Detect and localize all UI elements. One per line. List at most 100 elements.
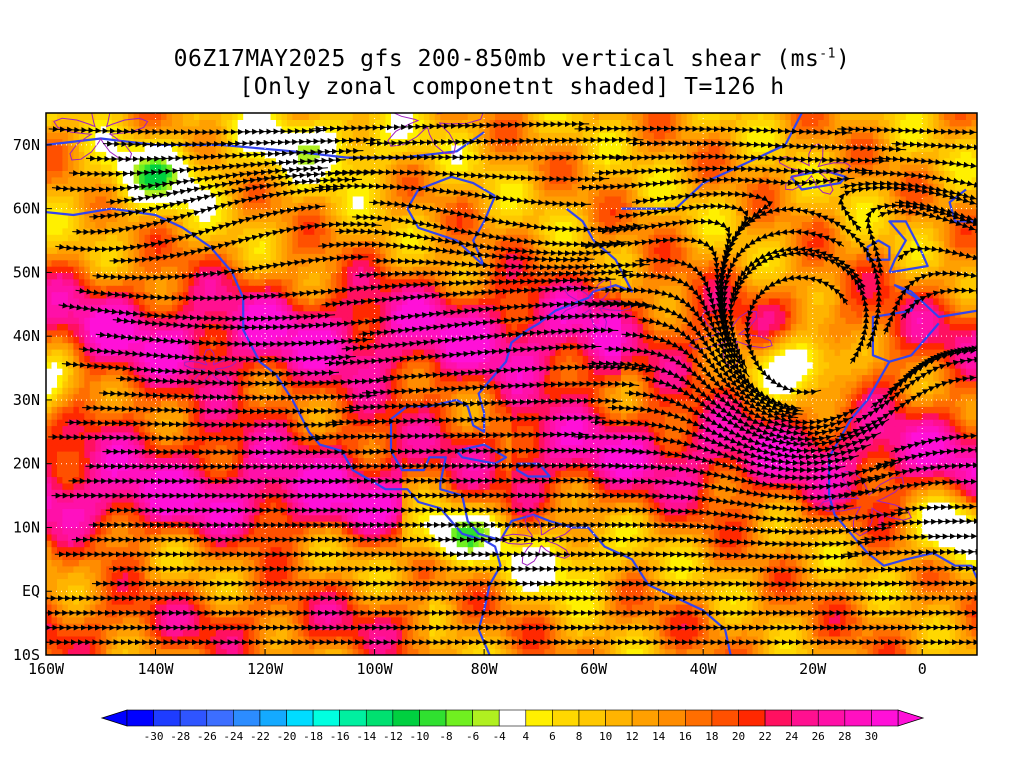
shear-cell bbox=[544, 610, 551, 618]
shear-cell bbox=[325, 508, 332, 516]
shear-cell bbox=[199, 470, 206, 478]
shear-cell bbox=[292, 604, 299, 611]
shear-cell bbox=[78, 584, 85, 592]
shear-cell bbox=[330, 604, 337, 611]
shear-cell bbox=[872, 642, 879, 650]
shear-cell bbox=[265, 559, 272, 567]
shear-cell bbox=[648, 502, 655, 509]
shear-cell bbox=[128, 623, 135, 631]
shear-cell bbox=[533, 584, 540, 592]
shear-cell bbox=[752, 470, 759, 478]
shear-cell bbox=[385, 642, 392, 650]
shear-cell bbox=[330, 482, 337, 490]
shear-cell bbox=[177, 463, 184, 471]
shear-cell bbox=[582, 482, 589, 490]
shear-cell bbox=[402, 610, 409, 618]
shear-cell bbox=[878, 629, 885, 637]
shear-cell bbox=[155, 572, 162, 580]
shear-cell bbox=[297, 470, 304, 478]
shear-cell bbox=[248, 616, 255, 624]
shear-cell bbox=[144, 489, 151, 497]
shear-cell bbox=[632, 546, 639, 554]
shear-cell bbox=[905, 648, 912, 655]
shear-cell bbox=[67, 642, 74, 650]
shear-cell bbox=[730, 623, 737, 631]
shear-cell bbox=[960, 476, 967, 484]
shear-cell bbox=[161, 482, 168, 490]
shear-cell bbox=[900, 597, 907, 605]
shear-cell bbox=[774, 616, 781, 624]
shear-cell bbox=[73, 502, 80, 509]
shear-cell bbox=[402, 572, 409, 580]
shear-cell bbox=[287, 623, 294, 631]
shear-cell bbox=[84, 495, 91, 503]
shear-cell bbox=[128, 502, 135, 509]
shear-cell bbox=[670, 482, 677, 490]
shear-cell bbox=[522, 616, 529, 624]
shear-cell bbox=[297, 623, 304, 631]
shear-cell bbox=[407, 578, 414, 586]
shear-cell bbox=[599, 584, 606, 592]
shear-cell bbox=[226, 463, 233, 471]
shear-cell bbox=[659, 546, 666, 554]
shear-cell bbox=[128, 527, 135, 535]
shear-cell bbox=[182, 489, 189, 497]
shear-cell bbox=[303, 629, 310, 637]
shear-cell bbox=[741, 616, 748, 624]
shear-cell bbox=[971, 642, 977, 650]
shear-cell bbox=[692, 489, 699, 497]
shear-cell bbox=[966, 591, 973, 599]
shear-cell bbox=[237, 623, 244, 631]
shear-cell bbox=[659, 470, 666, 478]
shear-cell bbox=[747, 533, 754, 541]
shear-cell bbox=[862, 616, 869, 624]
shear-cell bbox=[938, 578, 945, 586]
shear-cell bbox=[506, 604, 513, 611]
shear-cell bbox=[708, 629, 715, 637]
shear-cell bbox=[248, 482, 255, 490]
shear-cell bbox=[522, 591, 529, 599]
shear-cell bbox=[330, 514, 337, 522]
shear-cell bbox=[215, 642, 222, 650]
shear-cell bbox=[621, 616, 628, 624]
shear-cell bbox=[506, 642, 513, 650]
shear-cell bbox=[593, 508, 600, 516]
shear-cell bbox=[933, 559, 940, 567]
shear-cell bbox=[254, 540, 261, 548]
shear-cell bbox=[555, 578, 562, 586]
shear-cell bbox=[812, 642, 819, 650]
shear-cell bbox=[385, 540, 392, 548]
shear-cell bbox=[303, 578, 310, 586]
shear-cell bbox=[883, 616, 890, 624]
shear-cell bbox=[67, 578, 74, 586]
shear-cell bbox=[566, 482, 573, 490]
shear-cell bbox=[911, 610, 918, 618]
shear-cell bbox=[423, 470, 430, 478]
shear-cell bbox=[779, 591, 786, 599]
shear-cell bbox=[128, 610, 135, 618]
shear-cell bbox=[243, 616, 250, 624]
shear-cell bbox=[188, 610, 195, 618]
shear-cell bbox=[199, 508, 206, 516]
shear-cell bbox=[139, 540, 146, 548]
shear-cell bbox=[730, 482, 737, 490]
shear-cell bbox=[319, 470, 326, 478]
shear-cell bbox=[517, 508, 524, 516]
shear-cell bbox=[193, 508, 200, 516]
shear-cell bbox=[790, 514, 797, 522]
shear-cell bbox=[966, 476, 973, 484]
shear-cell bbox=[517, 502, 524, 509]
shear-cell bbox=[117, 470, 124, 478]
shear-cell bbox=[517, 559, 524, 567]
shear-cell bbox=[62, 508, 69, 516]
shear-cell bbox=[610, 629, 617, 637]
shear-cell bbox=[741, 508, 748, 516]
shear-cell bbox=[122, 591, 129, 599]
shear-cell bbox=[172, 578, 179, 586]
shear-cell bbox=[46, 604, 53, 611]
shear-cell bbox=[62, 565, 69, 573]
shear-cell bbox=[588, 514, 595, 522]
shear-cell bbox=[484, 616, 491, 624]
shear-cell bbox=[380, 476, 387, 484]
shear-cell bbox=[51, 514, 58, 522]
